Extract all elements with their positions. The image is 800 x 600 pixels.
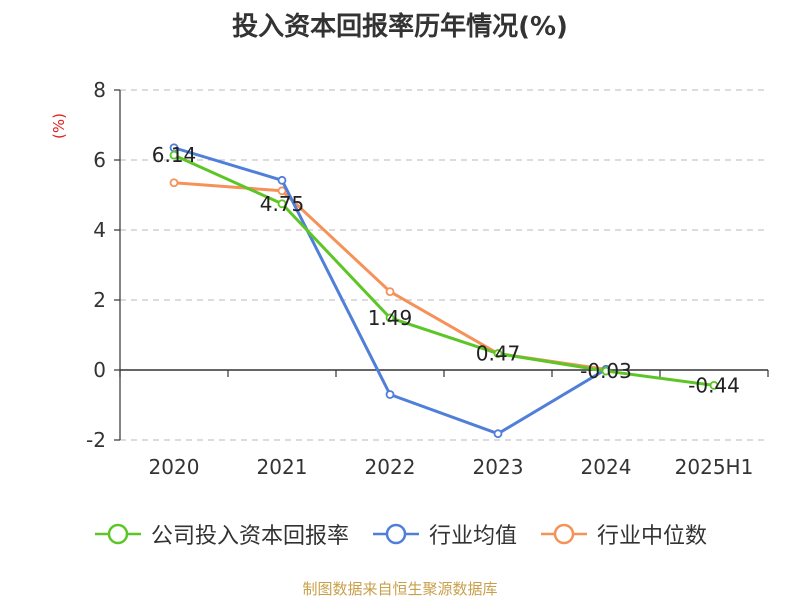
y-axis-unit-label: (%) [50,113,68,139]
data-point [385,287,395,297]
data-point [385,313,395,323]
data-label: 0.47 [476,342,521,366]
data-labels: 6.14 4.75 1.49 0.47 -0.03 -0.44 [152,143,740,397]
data-label: 6.14 [152,143,197,167]
legend-swatch [541,523,587,545]
grid-lines [120,89,768,441]
data-point [385,390,395,399]
y-tick-label: 8 [93,78,106,102]
data-point [709,380,719,390]
x-tick-label: 2025H1 [675,455,754,479]
data-label: 4.75 [260,192,305,216]
axes: -2 0 2 4 6 8 2020 2021 2022 2023 2024 2025H1 [86,78,769,479]
legend-swatch [372,523,419,545]
y-tick-label: 2 [93,288,106,312]
series-line [173,181,607,371]
data-point [277,186,287,196]
source-note: 制图数据来自恒生聚源数据库 [302,580,498,598]
data-point [169,178,179,188]
legend-label: 行业均值 [428,524,517,549]
data-point [169,150,179,160]
y-tick-label: 0 [93,358,106,382]
legend: 公司投入资本回报率 行业均值 行业中位数 [0,518,800,550]
data-point [601,366,611,376]
legend-label: 公司投入资本回报率 [150,524,349,549]
legend-item[interactable]: 行业均值 [371,518,517,550]
legend-item[interactable]: 公司投入资本回报率 [93,518,349,550]
data-point [493,349,503,358]
data-point [493,429,503,439]
y-tick-label: -2 [86,428,106,452]
x-tick-label: 2024 [581,455,632,479]
x-tick-label: 2021 [257,455,308,479]
chart-title: 投入资本回报率历年情况(%) [232,12,568,42]
data-label: -0.03 [580,359,632,383]
series-line [173,153,715,387]
series-lines [169,143,719,439]
data-label: 1.49 [368,306,413,330]
legend-item[interactable]: 行业中位数 [539,518,707,550]
x-tick-label: 2022 [365,455,416,479]
data-label: -0.44 [688,373,740,397]
y-tick-label: 6 [93,148,106,172]
x-tick-label: 2023 [473,455,524,479]
legend-label: 行业中位数 [597,524,708,549]
data-point [277,175,287,185]
data-point [277,199,287,209]
legend-swatch [94,523,141,545]
y-tick-label: 4 [93,218,106,242]
x-tick-label: 2020 [149,455,200,479]
